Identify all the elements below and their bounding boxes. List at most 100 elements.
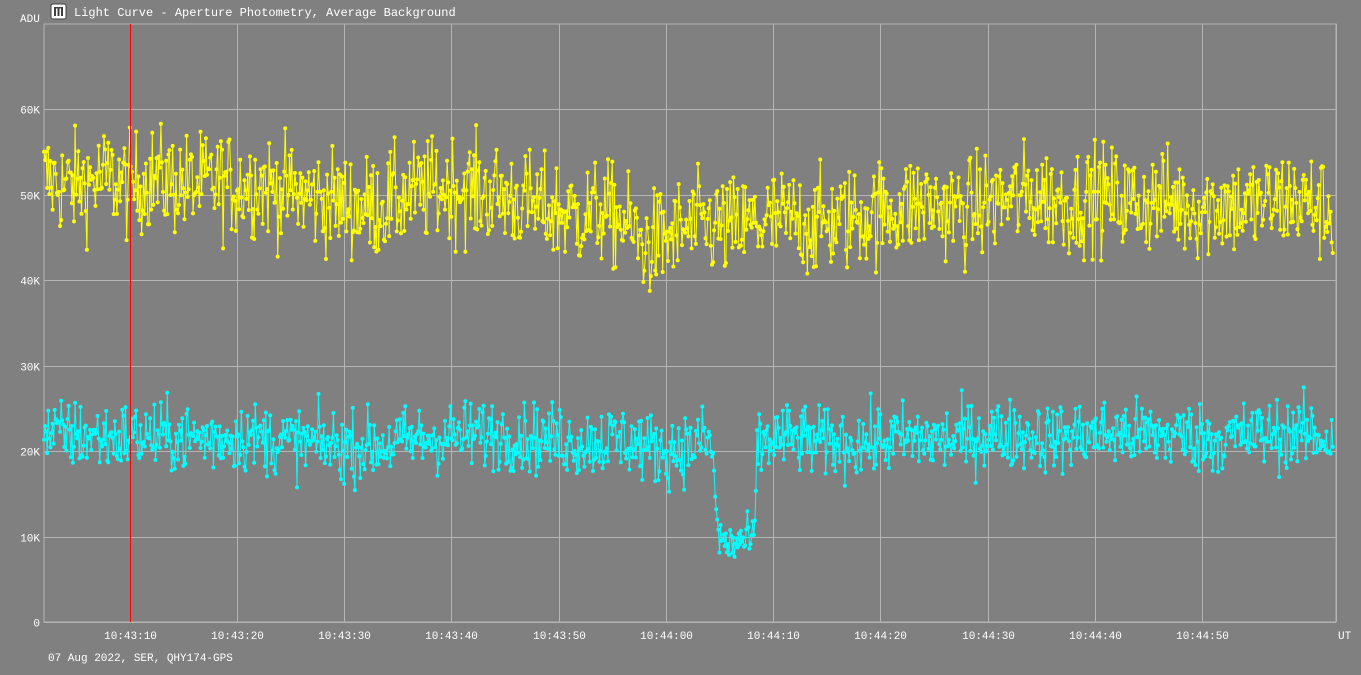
data-point: [796, 246, 801, 251]
data-point: [537, 195, 542, 200]
data-point: [138, 423, 143, 428]
data-point: [673, 199, 678, 204]
data-point: [909, 240, 914, 245]
data-point: [550, 195, 555, 200]
data-point: [320, 229, 325, 234]
data-point: [488, 179, 492, 184]
data-point: [72, 219, 76, 224]
data-point: [167, 422, 172, 427]
data-point: [974, 146, 979, 151]
data-point: [722, 544, 727, 549]
data-point: [1228, 194, 1233, 199]
data-point: [556, 202, 561, 207]
data-point: [550, 400, 555, 405]
data-point: [1143, 415, 1148, 420]
data-point: [166, 152, 171, 157]
data-point: [1312, 425, 1317, 430]
data-point: [885, 437, 890, 442]
data-point: [906, 438, 911, 443]
data-point: [172, 466, 177, 471]
data-point: [517, 415, 521, 420]
data-point: [565, 467, 570, 472]
data-point: [324, 257, 328, 261]
data-point: [452, 190, 457, 195]
data-point: [749, 225, 754, 230]
data-point: [242, 464, 247, 469]
data-point: [434, 148, 439, 153]
data-point: [1268, 216, 1273, 221]
data-point: [627, 467, 632, 472]
data-point: [743, 543, 748, 548]
data-point: [1085, 160, 1090, 165]
data-point: [797, 183, 802, 188]
data-point: [639, 227, 644, 232]
data-point: [125, 457, 130, 462]
data-point: [714, 507, 719, 512]
data-point: [444, 195, 449, 200]
data-point: [421, 431, 426, 436]
data-point: [655, 446, 660, 451]
data-point: [944, 185, 949, 190]
data-point: [359, 445, 364, 450]
data-point: [1245, 182, 1249, 187]
data-point: [351, 228, 356, 233]
data-point: [1113, 458, 1118, 463]
data-point: [1064, 195, 1069, 200]
data-point: [683, 230, 688, 235]
data-point: [294, 182, 298, 186]
data-point: [1270, 213, 1275, 218]
data-point: [1279, 452, 1284, 457]
data-point: [462, 171, 467, 176]
data-point: [1047, 433, 1052, 438]
data-point: [80, 454, 85, 459]
data-point: [325, 172, 330, 177]
data-point: [154, 442, 159, 447]
data-point: [1227, 233, 1232, 238]
data-point: [402, 228, 407, 233]
data-point: [388, 464, 393, 469]
data-point: [107, 187, 112, 192]
data-point: [46, 145, 51, 150]
data-point: [391, 171, 396, 176]
data-point: [782, 210, 787, 215]
data-point: [394, 229, 399, 234]
data-point: [1166, 202, 1171, 207]
data-point: [1310, 222, 1315, 227]
data-point: [1290, 197, 1294, 202]
data-point: [796, 455, 801, 460]
data-point: [1283, 460, 1288, 465]
data-point: [812, 187, 817, 192]
data-point: [1278, 437, 1283, 442]
data-point: [1220, 241, 1225, 246]
title-bar: Light Curve - Aperture Photometry, Avera…: [50, 3, 456, 20]
data-point: [369, 173, 373, 178]
data-point: [326, 191, 331, 196]
data-point: [952, 446, 957, 451]
data-point: [1045, 217, 1050, 222]
data-point: [609, 181, 614, 185]
data-point: [1261, 217, 1266, 222]
data-point: [263, 190, 268, 195]
data-point: [1246, 423, 1251, 428]
data-point: [97, 169, 102, 174]
data-point: [1325, 230, 1330, 234]
data-point: [823, 471, 828, 476]
data-point: [185, 195, 190, 199]
data-point: [46, 408, 51, 413]
data-point: [848, 245, 853, 250]
data-point: [1090, 257, 1095, 262]
data-point: [200, 143, 205, 148]
data-point: [466, 161, 471, 166]
data-point: [950, 178, 955, 183]
data-point: [1147, 246, 1152, 251]
data-point: [1321, 439, 1326, 444]
data-point: [689, 457, 694, 462]
data-point: [464, 435, 469, 440]
data-point: [600, 466, 605, 471]
data-point: [104, 409, 109, 413]
data-point: [509, 465, 514, 470]
data-point: [1120, 450, 1125, 455]
data-point: [916, 238, 921, 243]
data-point: [934, 176, 939, 181]
